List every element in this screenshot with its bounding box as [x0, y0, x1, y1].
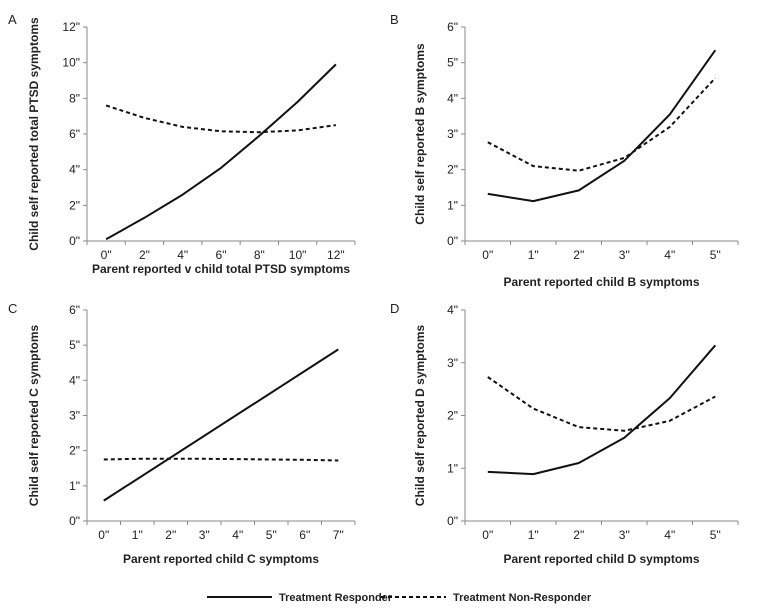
legend-label-responder: Treatment Responder [279, 592, 393, 604]
x-tick-label-a: 12" [327, 248, 345, 262]
legend: Treatment Responder Treatment Non-Respon… [207, 592, 592, 604]
x-tick-label-a: 10" [289, 248, 307, 262]
x-tick-label-a: 6" [216, 248, 227, 262]
y-tick-label-a: 0" [69, 234, 80, 248]
legend-label-non-responder: Treatment Non-Responder [453, 592, 592, 604]
y-tick-label-a: 4" [69, 163, 80, 177]
y-axis-label-a: Child self reported total PTSD symptoms [27, 17, 41, 251]
y-tick-label-d: 2" [447, 409, 458, 423]
y-tick-label-c: 5" [69, 338, 80, 352]
x-tick-label-d: 0" [482, 528, 493, 542]
x-tick-label-b: 1" [528, 248, 539, 262]
y-tick-label-a: 10" [62, 56, 80, 70]
x-tick-label-b: 0" [482, 248, 493, 262]
y-tick-label-b: 6" [447, 20, 458, 34]
panel-letter-b: B [390, 12, 399, 27]
y-tick-label-d: 3" [447, 356, 458, 370]
x-tick-label-c: 3" [199, 528, 210, 542]
panel-b: B 0" 1" 2" 3" 4" 5" 6" 0" 1" 2" 3" 4" 5" Parent repor… [390, 12, 739, 289]
y-tick-label-b: 0" [447, 234, 458, 248]
y-tick-label-b: 1" [447, 198, 458, 212]
y-tick-label-c: 6" [69, 303, 80, 317]
y-tick-label-b: 4" [447, 91, 458, 105]
series-responder-line-b [487, 49, 717, 203]
y-tick-label-b: 3" [447, 127, 458, 141]
x-tick-label-c: 1" [132, 528, 143, 542]
x-tick-label-b: 2" [573, 248, 584, 262]
y-axis-label-d: Child self reported D symptoms [413, 324, 427, 506]
y-tick-label-c: 3" [69, 409, 80, 423]
series-non-responder-line-d [487, 376, 716, 432]
series-non-responder-line-a [105, 104, 337, 134]
panel-d: D 0" 1" 2" 3" 4" 0" 1" 2" 3" 4" 5" Parent reported … [390, 301, 739, 566]
panel-letter-c: C [8, 301, 17, 316]
x-tick-label-d: 4" [664, 528, 675, 542]
y-tick-label-a: 8" [69, 91, 80, 105]
x-tick-label-b: 4" [664, 248, 675, 262]
y-tick-label-c: 0" [69, 514, 80, 528]
x-tick-label-c: 6" [299, 528, 310, 542]
x-tick-label-a: 8" [254, 248, 265, 262]
series-responder-line-a [105, 63, 337, 241]
panel-letter-a: A [8, 12, 17, 27]
x-tick-label-b: 5" [710, 248, 721, 262]
y-tick-label-d: 0" [447, 514, 458, 528]
y-tick-label-a: 6" [69, 127, 80, 141]
series-non-responder-line-c [103, 457, 339, 462]
x-tick-label-d: 2" [573, 528, 584, 542]
x-tick-label-d: 3" [619, 528, 630, 542]
x-tick-label-d: 1" [528, 528, 539, 542]
series-responder-line-d [487, 344, 717, 476]
y-tick-label-d: 4" [447, 303, 458, 317]
x-axis-label-d: Parent reported child D symptoms [503, 552, 699, 566]
y-tick-label-b: 5" [447, 56, 458, 70]
x-tick-label-a: 0" [101, 248, 112, 262]
y-axis-label-c: Child self reported C symptoms [27, 324, 41, 506]
y-tick-label-a: 12" [62, 20, 80, 34]
y-axis-label-b: Child self reported B symptoms [413, 43, 427, 225]
x-tick-label-a: 4" [177, 248, 188, 262]
x-tick-label-c: 0" [98, 528, 109, 542]
y-tick-label-b: 2" [447, 163, 458, 177]
x-tick-label-a: 2" [139, 248, 150, 262]
x-tick-label-c: 5" [266, 528, 277, 542]
x-tick-label-c: 2" [165, 528, 176, 542]
panel-a: A 0"2"4"6"8"10"12"0" 2" 4" 6" 8" 10" 12"Parent… [8, 12, 356, 276]
x-tick-label-d: 5" [710, 528, 721, 542]
y-tick-label-d: 1" [447, 461, 458, 475]
y-tick-label-c: 2" [69, 444, 80, 458]
x-axis-label-a: Parent reported v child total PTSD sympt… [92, 262, 350, 276]
panel-c: C 0" 1" 2" 3" 4" 5" 6" 0" 1" 2" 3" 4" 5" 6" 7" Parent r… [8, 301, 356, 566]
x-tick-label-b: 3" [619, 248, 630, 262]
x-tick-label-c: 7" [333, 528, 344, 542]
y-tick-label-a: 2" [69, 198, 80, 212]
x-tick-label-c: 4" [232, 528, 243, 542]
y-tick-label-c: 1" [69, 479, 80, 493]
y-tick-label-c: 4" [69, 373, 80, 387]
x-axis-label-c: Parent reported child C symptoms [123, 552, 319, 566]
series-responder-line-c [103, 348, 339, 502]
series-non-responder-line-b [487, 77, 717, 172]
x-axis-label-b: Parent reported child B symptoms [503, 275, 699, 289]
panel-letter-d: D [390, 301, 399, 316]
